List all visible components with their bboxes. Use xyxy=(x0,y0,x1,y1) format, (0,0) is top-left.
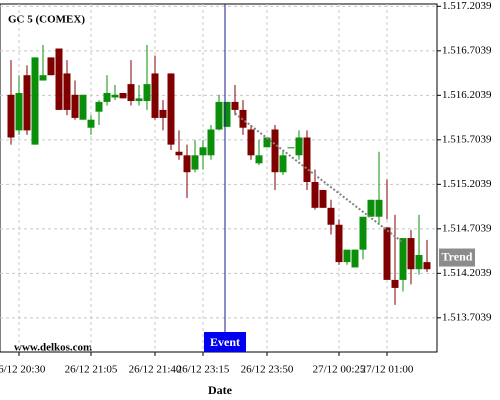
candle-body xyxy=(31,57,39,145)
candle-body xyxy=(383,227,391,280)
candle-body xyxy=(223,101,231,127)
candle-body xyxy=(7,94,15,138)
candle-body xyxy=(135,98,143,102)
candle-body xyxy=(119,93,127,99)
candle-body xyxy=(167,73,175,145)
candle-body xyxy=(231,101,239,110)
y-tick-label: 1.514.2039 xyxy=(442,267,492,279)
candle-body xyxy=(335,224,343,263)
candle-body xyxy=(103,93,111,102)
candle-body xyxy=(255,155,263,164)
candle-body xyxy=(391,279,399,288)
y-tick-label: 1.515.2039 xyxy=(442,178,492,190)
y-tick-label: 1.515.7039 xyxy=(442,133,492,145)
candle-body xyxy=(151,73,159,118)
candle-body xyxy=(415,254,423,270)
candle-body xyxy=(143,84,151,102)
y-tick-label: 1.516.2039 xyxy=(442,89,492,101)
x-tick-label: 27/12 01:00 xyxy=(361,364,414,376)
candle-body xyxy=(159,109,167,118)
candle-body xyxy=(87,119,95,128)
candle-body xyxy=(423,262,431,270)
candle-body xyxy=(343,249,351,263)
candle-body xyxy=(359,216,367,250)
candle-body xyxy=(199,147,207,156)
source-label: www.delkos.com xyxy=(14,342,92,354)
candle-body xyxy=(287,147,295,149)
y-tick-label: 1.514.7039 xyxy=(442,222,492,234)
candle-body xyxy=(55,48,63,110)
candle-body xyxy=(39,75,47,81)
candle-body xyxy=(47,57,55,76)
candle-body xyxy=(399,238,407,280)
candle-body xyxy=(207,129,215,156)
candle-body xyxy=(23,75,31,131)
candle-body xyxy=(263,137,271,148)
x-tick-label: 26/12 23:50 xyxy=(241,364,294,376)
candle-body xyxy=(375,199,383,217)
candle-body xyxy=(191,155,199,170)
x-tick-label: 26/12 20:30 xyxy=(0,364,46,376)
x-axis-label: Date xyxy=(208,383,233,397)
trend-label: Trend xyxy=(442,249,473,263)
candle-body xyxy=(327,207,335,225)
candle-body xyxy=(407,238,415,270)
x-tick-label: 27/12 00:25 xyxy=(313,364,366,376)
candle-body xyxy=(175,151,183,156)
event-label-box xyxy=(204,332,246,352)
y-tick-label: 1.513.7039 xyxy=(442,311,492,323)
trend-label-box xyxy=(439,248,475,267)
candle-body xyxy=(303,137,311,183)
candle-body xyxy=(111,94,119,98)
x-tick-label: 26/12 23:15 xyxy=(177,364,230,376)
candle-body xyxy=(295,137,303,156)
candle-body xyxy=(271,129,279,173)
candle-body xyxy=(319,190,327,208)
y-tick-label: 1.516.7039 xyxy=(442,44,492,56)
candle-body xyxy=(183,155,191,173)
plot-frame xyxy=(0,3,438,353)
candle-body xyxy=(71,94,79,118)
candle-body xyxy=(127,84,135,102)
candle-body xyxy=(215,101,223,130)
candle-body xyxy=(79,94,87,120)
chart-title: GC 5 (COMEX) xyxy=(8,14,85,26)
candle-body xyxy=(279,155,287,173)
trend-line xyxy=(234,112,404,244)
candle-body xyxy=(95,101,103,112)
candle-body xyxy=(15,93,23,131)
candle-body xyxy=(247,129,255,156)
candle-body xyxy=(367,199,375,217)
x-tick-label: 26/12 21:40 xyxy=(129,364,182,376)
candle-body xyxy=(63,73,71,110)
candle-body xyxy=(311,182,319,208)
y-tick-label: 1.517.2039 xyxy=(442,0,492,12)
candle-body xyxy=(351,249,359,268)
event-label: Event xyxy=(210,335,240,349)
x-tick-label: 26/12 21:05 xyxy=(65,364,118,376)
